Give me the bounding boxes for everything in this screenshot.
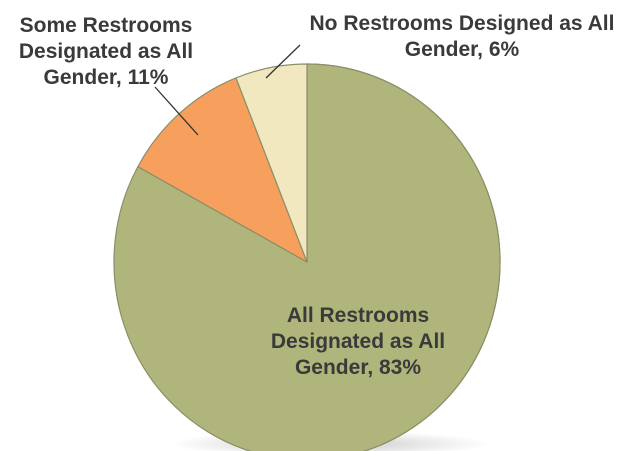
slice-label-1-line-1: Designated as All bbox=[19, 40, 193, 63]
slice-label-2-line-0: No Restrooms Designed as All bbox=[310, 12, 615, 35]
slice-label-2: No Restrooms Designed as All Gender, 6% bbox=[310, 12, 615, 61]
leader-line-2 bbox=[265, 44, 301, 79]
slice-label-0-line-1: Designated as All bbox=[271, 330, 445, 353]
slice-label-2-line-1: Gender, 6% bbox=[405, 38, 520, 61]
pie-slice-2 bbox=[235, 63, 308, 263]
pie-labels: All Restrooms Designated as All Gender, 83… bbox=[19, 12, 615, 379]
slice-label-0-line-0: All Restrooms bbox=[287, 304, 429, 327]
pie-body bbox=[113, 63, 501, 451]
slice-label-0: All Restrooms Designated as All Gender, 83… bbox=[271, 304, 445, 379]
leader-line-1 bbox=[154, 86, 199, 136]
slice-label-1-line-0: Some Restrooms bbox=[20, 14, 193, 37]
slice-label-1-line-2: Gender, 11% bbox=[44, 66, 169, 89]
slice-label-1: Some Restrooms Designated as All Gender, 1… bbox=[19, 14, 193, 89]
slice-label-0-line-2: Gender, 83% bbox=[295, 356, 421, 379]
